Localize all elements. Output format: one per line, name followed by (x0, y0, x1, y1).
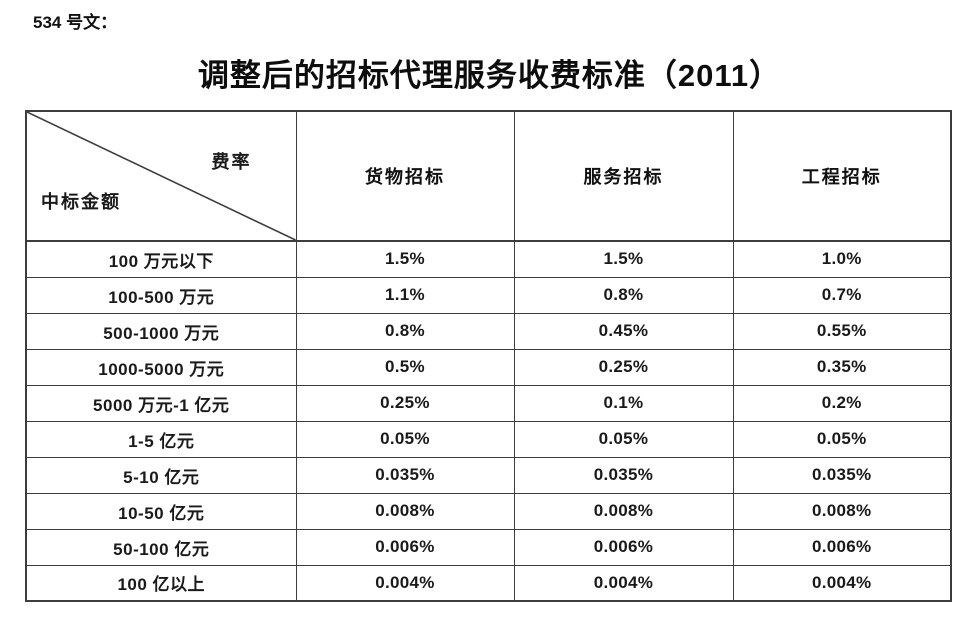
page-title: 调整后的招标代理服务收费标准（2011） (197, 58, 782, 93)
rate-cell: 0.008% (513, 492, 734, 530)
rate-cell: 0.55% (732, 312, 952, 350)
column-header-services: 服务招标 (513, 110, 734, 242)
column-header-engineering: 工程招标 (732, 110, 952, 242)
rate-cell: 0.1% (513, 384, 734, 422)
rate-cell: 0.004% (732, 564, 952, 602)
amount-range-cell: 100-500 万元 (25, 276, 297, 314)
rate-cell: 1.5% (295, 240, 515, 278)
table-row: 100 万元以下 1.5% 1.5% 1.0% (25, 240, 952, 278)
table-row: 100-500 万元 1.1% 0.8% 0.7% (25, 276, 952, 314)
table-row: 5-10 亿元 0.035% 0.035% 0.035% (25, 456, 952, 494)
rate-cell: 0.008% (295, 492, 515, 530)
fee-table-body: 100 万元以下 1.5% 1.5% 1.0% 100-500 万元 1.1% 0.8% 0.… (25, 240, 952, 602)
fee-standard-table: 费率 中标金额 货物招标 服务招标 工程招标 100 万元以下 1.5% 1.5% 1… (25, 110, 952, 602)
table-row: 500-1000 万元 0.8% 0.45% 0.55% (25, 312, 952, 350)
rate-cell: 0.006% (513, 528, 734, 566)
rate-cell: 0.006% (295, 528, 515, 566)
column-header-goods: 货物招标 (295, 110, 515, 242)
rate-cell: 0.035% (732, 456, 952, 494)
rate-cell: 0.8% (513, 276, 734, 314)
diagonal-divider-line (27, 112, 296, 240)
rate-cell: 0.05% (295, 420, 515, 458)
rate-cell: 0.008% (732, 492, 952, 530)
table-row: 1-5 亿元 0.05% 0.05% 0.05% (25, 420, 952, 458)
rate-cell: 0.035% (295, 456, 515, 494)
rate-cell: 0.006% (732, 528, 952, 566)
rate-cell: 0.8% (295, 312, 515, 350)
table-row: 10-50 亿元 0.008% 0.008% 0.008% (25, 492, 952, 530)
rate-cell: 0.004% (513, 564, 734, 602)
header-row: 费率 中标金额 货物招标 服务招标 工程招标 (25, 110, 952, 242)
amount-range-cell: 1-5 亿元 (25, 420, 297, 458)
rate-cell: 1.0% (732, 240, 952, 278)
amount-range-cell: 100 万元以下 (25, 240, 297, 278)
table-row: 1000-5000 万元 0.5% 0.25% 0.35% (25, 348, 952, 386)
amount-range-cell: 500-1000 万元 (25, 312, 297, 350)
rate-cell: 0.45% (513, 312, 734, 350)
rate-cell: 1.5% (513, 240, 734, 278)
rate-cell: 0.25% (295, 384, 515, 422)
table-row: 100 亿以上 0.004% 0.004% 0.004% (25, 564, 952, 602)
rate-cell: 0.7% (732, 276, 952, 314)
amount-range-cell: 5-10 亿元 (25, 456, 297, 494)
rate-cell: 0.35% (732, 348, 952, 386)
amount-range-cell: 1000-5000 万元 (25, 348, 297, 386)
table-row: 50-100 亿元 0.006% 0.006% 0.006% (25, 528, 952, 566)
corner-label-amount: 中标金额 (41, 192, 121, 212)
rate-cell: 0.05% (513, 420, 734, 458)
rate-cell: 0.5% (295, 348, 515, 386)
rate-cell: 0.25% (513, 348, 734, 386)
rate-cell: 0.035% (513, 456, 734, 494)
rate-cell: 0.004% (295, 564, 515, 602)
amount-range-cell: 10-50 亿元 (25, 492, 297, 530)
rate-cell: 1.1% (295, 276, 515, 314)
amount-range-cell: 100 亿以上 (25, 564, 297, 602)
amount-range-cell: 50-100 亿元 (25, 528, 297, 566)
rate-cell: 0.2% (732, 384, 952, 422)
rate-cell: 0.05% (732, 420, 952, 458)
table-row: 5000 万元-1 亿元 0.25% 0.1% 0.2% (25, 384, 952, 422)
amount-range-cell: 5000 万元-1 亿元 (25, 384, 297, 422)
corner-label-rate: 费率 (211, 152, 252, 172)
document-number-label: 534 号文： (33, 13, 118, 32)
corner-header-cell: 费率 中标金额 (25, 110, 297, 242)
